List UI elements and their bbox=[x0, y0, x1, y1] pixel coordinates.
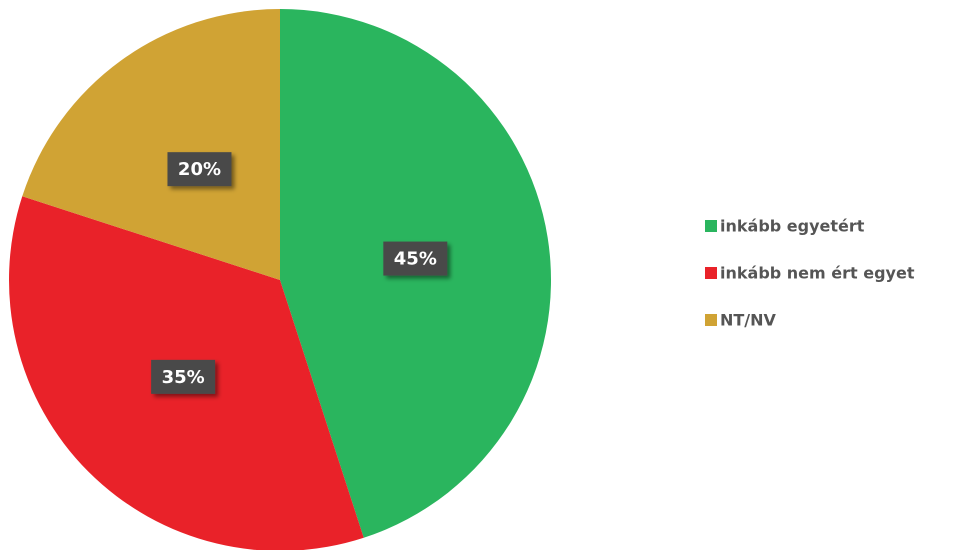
legend-label: inkább egyetért bbox=[720, 217, 865, 236]
legend-swatch bbox=[705, 314, 717, 326]
value-label-box bbox=[167, 152, 232, 187]
value-label-box bbox=[151, 359, 216, 394]
legend-label: NT/NV bbox=[720, 311, 777, 330]
legend-swatch bbox=[705, 220, 717, 232]
legend-label: inkább nem ért egyet bbox=[720, 264, 915, 283]
value-label: 45% bbox=[383, 241, 448, 276]
pie-slice bbox=[22, 9, 281, 280]
value-label: 20% bbox=[167, 152, 232, 187]
value-label-text: 45% bbox=[394, 249, 437, 270]
value-label-box bbox=[383, 241, 448, 276]
value-label-text: 20% bbox=[178, 159, 221, 180]
value-label: 35% bbox=[151, 359, 216, 394]
legend-swatch bbox=[705, 267, 717, 279]
value-label-text: 35% bbox=[162, 367, 205, 388]
